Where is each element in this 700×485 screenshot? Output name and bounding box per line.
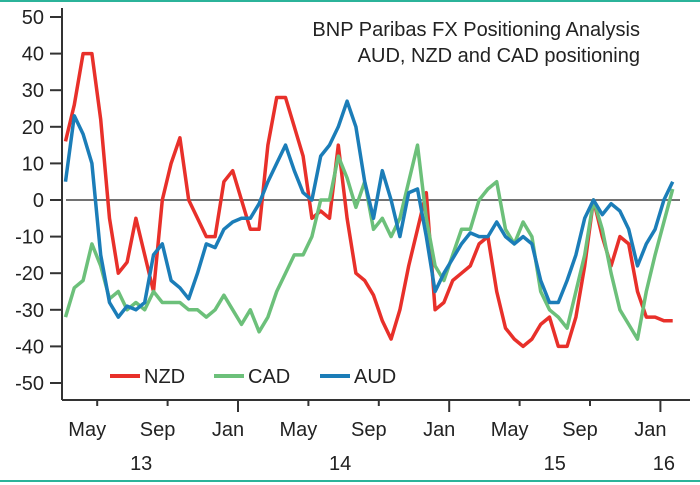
legend-label-aud: AUD bbox=[354, 366, 396, 388]
x-tick-label: Jan bbox=[212, 419, 244, 441]
y-tick-label: 0 bbox=[33, 190, 44, 212]
year-label: 16 bbox=[653, 453, 675, 475]
y-axis: 50 40 30 20 10 0 -10 -20 -30 -40 -50 bbox=[15, 7, 63, 400]
chart-subtitle: AUD, NZD and CAD positioning bbox=[358, 45, 640, 67]
y-tick-label: -40 bbox=[15, 336, 44, 358]
x-tick-label: Jan bbox=[634, 419, 666, 441]
y-tick-label: -10 bbox=[15, 227, 44, 249]
x-tick-label: May bbox=[280, 419, 318, 441]
series-line-aud bbox=[63, 99, 675, 319]
y-tick-label: 20 bbox=[22, 117, 44, 139]
x-tick-label: Sep bbox=[562, 419, 598, 441]
x-axis: May Sep Jan May Sep Jan May Sep Jan 13 14 15 16 bbox=[62, 399, 690, 475]
x-tick-label: May bbox=[68, 419, 106, 441]
chart-title: BNP Paribas FX Positioning Analysis bbox=[312, 19, 640, 41]
y-tick-label: -30 bbox=[15, 300, 44, 322]
x-tick-label: Sep bbox=[351, 419, 387, 441]
x-tick-label: Sep bbox=[140, 419, 176, 441]
y-tick-label: 50 bbox=[22, 7, 44, 29]
series-line-nzd bbox=[63, 51, 673, 349]
y-tick-label: -20 bbox=[15, 263, 44, 285]
y-tick-label: 10 bbox=[22, 153, 44, 175]
legend: NZD CAD AUD bbox=[110, 366, 396, 388]
year-label: 14 bbox=[329, 453, 351, 475]
year-label: 15 bbox=[544, 453, 566, 475]
x-tick-label: May bbox=[491, 419, 529, 441]
x-tick-label: Jan bbox=[423, 419, 455, 441]
y-tick-label: 30 bbox=[22, 80, 44, 102]
legend-label-cad: CAD bbox=[248, 366, 290, 388]
legend-label-nzd: NZD bbox=[144, 366, 185, 388]
y-tick-label: -50 bbox=[15, 373, 44, 395]
series-lines bbox=[63, 51, 675, 349]
year-label: 13 bbox=[130, 453, 152, 475]
y-tick-label: 40 bbox=[22, 44, 44, 66]
